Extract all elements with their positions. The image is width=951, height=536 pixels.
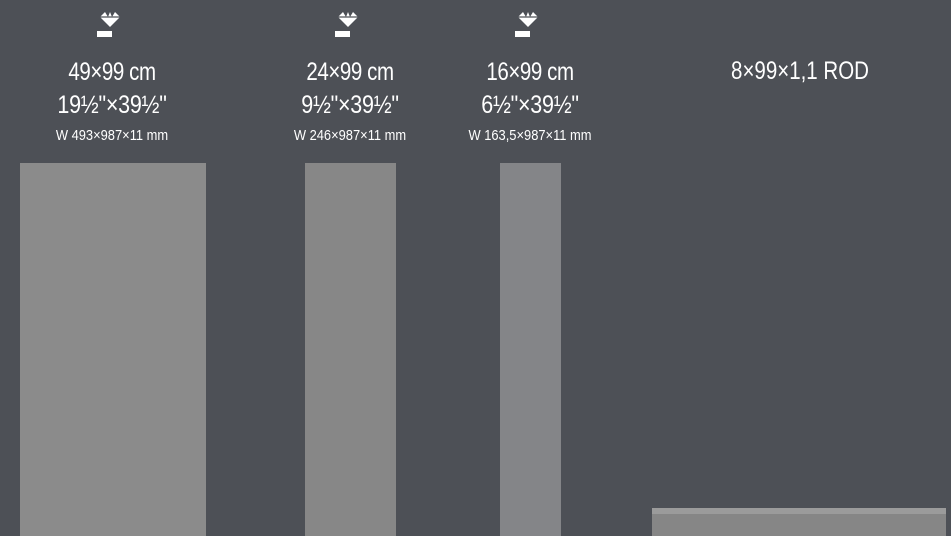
tile-column-24x99: 24×99 cm 9½"×39½" W 246×987×11 mm (250, 0, 450, 160)
size-inches: 6½"×39½" (481, 91, 579, 119)
tile-column-49x99: 49×99 cm 19½"×39½" W 493×987×11 mm (12, 0, 212, 160)
diamond-icon (335, 12, 358, 37)
diamond-icon (515, 12, 538, 37)
size-cm: 24×99 cm (306, 58, 394, 86)
size-mm: W 493×987×11 mm (55, 127, 169, 144)
size-cm: 49×99 cm (68, 58, 156, 86)
panel-49x99 (20, 163, 206, 536)
tile-column-16x99: 16×99 cm 6½"×39½" W 163,5×987×11 mm (430, 0, 630, 160)
panel-16x99 (500, 163, 561, 536)
size-inches: 9½"×39½" (301, 91, 399, 119)
size-mm: W 163,5×987×11 mm (468, 127, 592, 144)
panel-24x99 (305, 163, 396, 536)
rod-profile (652, 508, 946, 536)
size-inches: 19½"×39½" (57, 91, 167, 119)
rod-edge (652, 508, 946, 514)
rod-size-label: 8×99×1,1 ROD (731, 57, 869, 85)
diamond-icon (97, 12, 120, 37)
size-cm: 16×99 cm (486, 58, 574, 86)
size-mm: W 246×987×11 mm (293, 127, 407, 144)
